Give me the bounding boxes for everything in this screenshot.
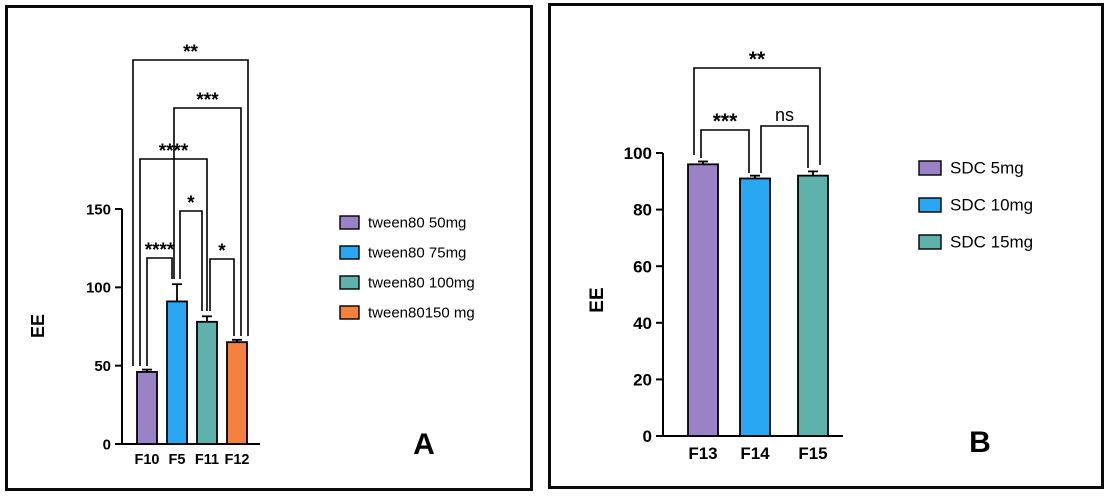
significance-bracket	[132, 59, 249, 366]
bar-f13	[687, 163, 719, 437]
significance-bracket	[700, 129, 750, 173]
x-category-label: F12	[225, 452, 250, 468]
bar-f14	[739, 177, 771, 437]
legend-swatch	[918, 234, 942, 250]
legend-label: SDC 10mg	[950, 196, 1033, 215]
y-tick-label: 100	[624, 144, 652, 163]
bar-f10	[136, 371, 158, 445]
y-tick-label: 0	[103, 436, 111, 453]
legend-swatch	[339, 275, 360, 290]
panel-label: A	[413, 428, 435, 461]
legend-label: SDC 5mg	[950, 159, 1024, 178]
x-category-label: F5	[169, 452, 186, 468]
bar-f11	[196, 320, 218, 445]
legend-label: tween80 100mg	[368, 275, 475, 292]
y-tick-label: 80	[633, 201, 652, 220]
significance-label: **	[749, 48, 766, 71]
legend-swatch	[918, 197, 942, 213]
y-tick-label: 20	[633, 371, 652, 390]
legend-label: SDC 15mg	[950, 233, 1033, 252]
y-tick-label: 150	[86, 201, 111, 218]
y-axis-title: EE	[587, 287, 608, 312]
bar-f12	[226, 341, 248, 445]
significance-bracket	[693, 67, 821, 165]
legend-swatch	[918, 160, 942, 176]
significance-label: ns	[775, 105, 794, 125]
x-category-label: F13	[688, 444, 717, 463]
bar-chart-b: 0 20 40 60 80 100 EE F13 F14 F15 *** ns ** SDC 5mg SDC…	[587, 48, 1033, 463]
significance-label: ****	[145, 240, 175, 261]
significance-bracket	[179, 210, 203, 311]
bar-f5	[166, 300, 188, 445]
legend-label: tween80 50mg	[368, 215, 466, 232]
legend-label: tween80 75mg	[368, 245, 466, 262]
panel-label: B	[969, 426, 991, 459]
significance-bracket	[173, 107, 242, 336]
legend-swatch	[339, 245, 360, 260]
x-category-label: F11	[195, 452, 219, 468]
y-tick-label: 60	[633, 257, 652, 276]
y-tick-label: 0	[643, 427, 652, 446]
significance-bracket	[209, 258, 235, 336]
significance-label: *	[187, 193, 195, 214]
x-category-label: F14	[740, 444, 770, 463]
legend-swatch	[339, 215, 360, 230]
x-category-label: F10	[135, 452, 160, 468]
legend-swatch	[339, 305, 360, 320]
y-tick-label: 50	[94, 358, 111, 375]
significance-bracket	[146, 257, 173, 366]
x-category-label: F15	[798, 444, 827, 463]
significance-bracket	[760, 125, 809, 173]
panel-b: 0 20 40 60 80 100 EE F13 F14 F15 *** ns ** SDC 5mg SDC…	[548, 3, 1104, 489]
y-tick-label: 40	[633, 314, 652, 333]
panel-a: 0 50 100 150 EE F10 F5 F11 F12 **** * * **** *** ** twe…	[5, 5, 533, 491]
y-axis-title: EE	[28, 314, 48, 338]
significance-label: ***	[713, 110, 738, 133]
significance-label: ***	[196, 90, 219, 111]
y-tick-label: 100	[86, 280, 111, 297]
significance-label: **	[183, 42, 198, 63]
bar-f15	[797, 174, 829, 437]
legend-label: tween80150 mg	[368, 305, 475, 322]
significance-label: *	[218, 241, 226, 262]
